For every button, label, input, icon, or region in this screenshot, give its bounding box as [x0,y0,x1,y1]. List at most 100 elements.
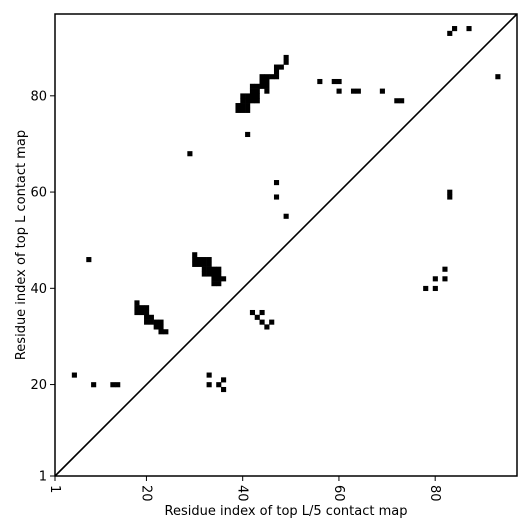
contact-cell-upper [245,93,251,99]
contact-cell-upper [235,107,241,113]
contact-cell-lower [216,266,222,272]
contact-cell-lower [144,319,150,325]
contact-cell-upper [273,69,280,75]
contact-cell-upper [254,93,260,99]
contact-cell-lower [211,276,217,282]
contact-cell-lower [432,276,438,282]
contact-cell-lower [153,319,159,325]
contact-cell-lower [442,266,448,272]
contact-cell-upper [355,88,361,94]
contact-cell-upper [336,78,342,85]
contact-cell-upper [447,30,453,36]
contact-cell-lower [144,314,150,320]
contact-cell-lower [148,314,154,320]
contact-cell-lower [201,257,207,263]
contact-cell-lower [91,382,97,388]
contact-cell-upper [259,78,265,85]
x-tick-label: 20 [138,485,153,502]
contact-cell-upper [240,93,246,99]
contact-cell-upper [273,180,280,186]
contact-cell-lower [163,329,169,335]
contact-cell-upper [269,74,275,80]
plot-frame [54,13,518,477]
contact-cell-lower [144,309,150,316]
contact-cell-lower [192,257,198,263]
contact-cell-lower [442,276,448,282]
contact-cell-lower [134,300,140,306]
contact-cell-upper [399,98,405,104]
contact-cell-lower [134,309,140,316]
contact-cell-lower [259,309,265,316]
contact-cell-lower [148,319,154,325]
contact-cell-lower [201,271,207,277]
contact-cell-lower [211,281,217,287]
contact-cell-lower [144,305,150,311]
contact-cell-lower [206,266,212,272]
diagonal-layer [54,13,518,477]
contact-cell-lower [201,266,207,272]
contact-cell-lower [254,314,260,320]
contact-cell-lower [134,305,140,311]
contact-cell-lower [221,377,227,383]
contact-cell-lower [211,266,217,272]
diagonal-line [54,13,518,477]
contact-cell-upper [336,88,342,94]
x-tick-label: 40 [235,485,250,502]
contact-cell-upper [259,83,265,89]
contact-cell-upper [278,64,284,70]
contact-cell-lower [206,271,212,277]
contact-cell-lower [201,261,207,267]
contact-cell-lower [216,276,222,282]
contact-cell-lower [139,305,145,311]
contact-cells [71,26,501,393]
axis-ticks: 1 20 40 60 80 1 20 40 60 80 [30,89,442,501]
contact-cell-lower [269,319,275,325]
contact-cell-lower [264,324,270,330]
y-tick-label: 60 [30,186,47,201]
contact-cell-upper [249,98,256,104]
contact-cell-lower [196,257,203,263]
contact-cell-lower [192,252,198,258]
contact-cell-lower [206,261,212,267]
contact-cell-upper [259,74,265,80]
contact-cell-lower [153,324,159,330]
contact-cell-upper [264,78,270,85]
contact-cell-upper [495,74,501,80]
y-tick-label: 80 [30,89,47,104]
contact-cell-lower [216,271,222,277]
y-tick-label: 1 [39,470,47,485]
contact-cell-upper [245,103,251,109]
contact-cell-upper [249,88,256,94]
contact-cell-upper [254,83,260,89]
contact-cell-upper [245,107,251,113]
contact-cell-upper [254,88,260,94]
contact-cell-lower [206,382,212,388]
contact-cell-upper [240,103,246,109]
contact-cell-lower [447,189,453,195]
y-axis-label: Residue index of top L contact map [14,130,29,360]
contact-cell-lower [447,194,453,200]
contact-cell-lower [196,261,203,267]
contact-cell-upper [331,78,337,85]
contact-cell-upper [283,59,289,65]
contact-cell-upper [466,26,472,32]
contact-cell-upper [273,74,280,80]
contact-cell-upper [452,26,458,32]
contact-cell-lower [158,319,164,325]
contact-cell-lower [139,309,145,316]
contact-cell-lower [158,324,164,330]
contact-cell-lower [158,329,164,335]
contact-cell-lower [71,372,77,378]
contact-cell-lower [216,382,222,388]
contact-cell-upper [379,88,385,94]
contact-cell-upper [240,107,246,113]
contact-cell-upper [283,213,289,219]
contact-cell-lower [221,276,227,282]
contact-cell-lower [221,386,227,393]
contact-cell-lower [211,271,217,277]
contact-cell-upper [249,83,256,89]
x-tick-label: 60 [331,485,346,502]
contact-cell-upper [264,88,270,94]
x-tick-label: 80 [427,485,442,502]
